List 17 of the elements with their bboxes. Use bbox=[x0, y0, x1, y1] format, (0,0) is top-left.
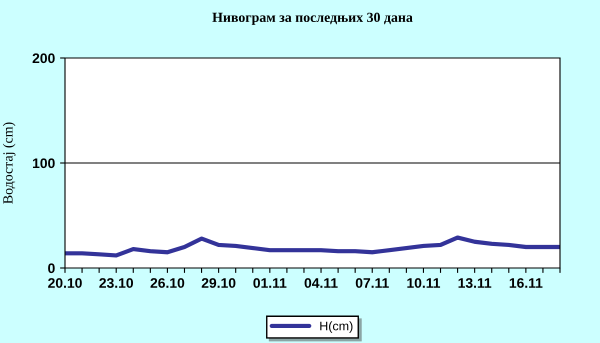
line-series bbox=[65, 235, 560, 258]
x-tick-label: 07.11 bbox=[356, 278, 389, 288]
y-tick-label: 0 bbox=[48, 263, 55, 274]
x-tick-label: 04.11 bbox=[304, 278, 338, 288]
x-tick-label: 01.11 bbox=[253, 278, 286, 288]
y-axis-title: Водостај (cm) bbox=[2, 122, 16, 204]
x-tick-label: 23.10 bbox=[99, 278, 134, 288]
y-tick-label: 200 bbox=[32, 53, 55, 64]
legend-label: H(cm) bbox=[320, 321, 352, 333]
x-tick-label: 16.11 bbox=[510, 278, 542, 288]
y-tick-label: 100 bbox=[32, 158, 55, 168]
chart-title: Нивограм за последњих 30 дана bbox=[212, 12, 413, 25]
x-tick-label: 20.10 bbox=[48, 278, 82, 288]
x-tick-label: 26.10 bbox=[150, 278, 184, 288]
x-tick-label: 13.11 bbox=[458, 278, 492, 288]
x-tick-label: 29.10 bbox=[202, 278, 236, 288]
x-tick-label: 10.11 bbox=[407, 278, 440, 288]
